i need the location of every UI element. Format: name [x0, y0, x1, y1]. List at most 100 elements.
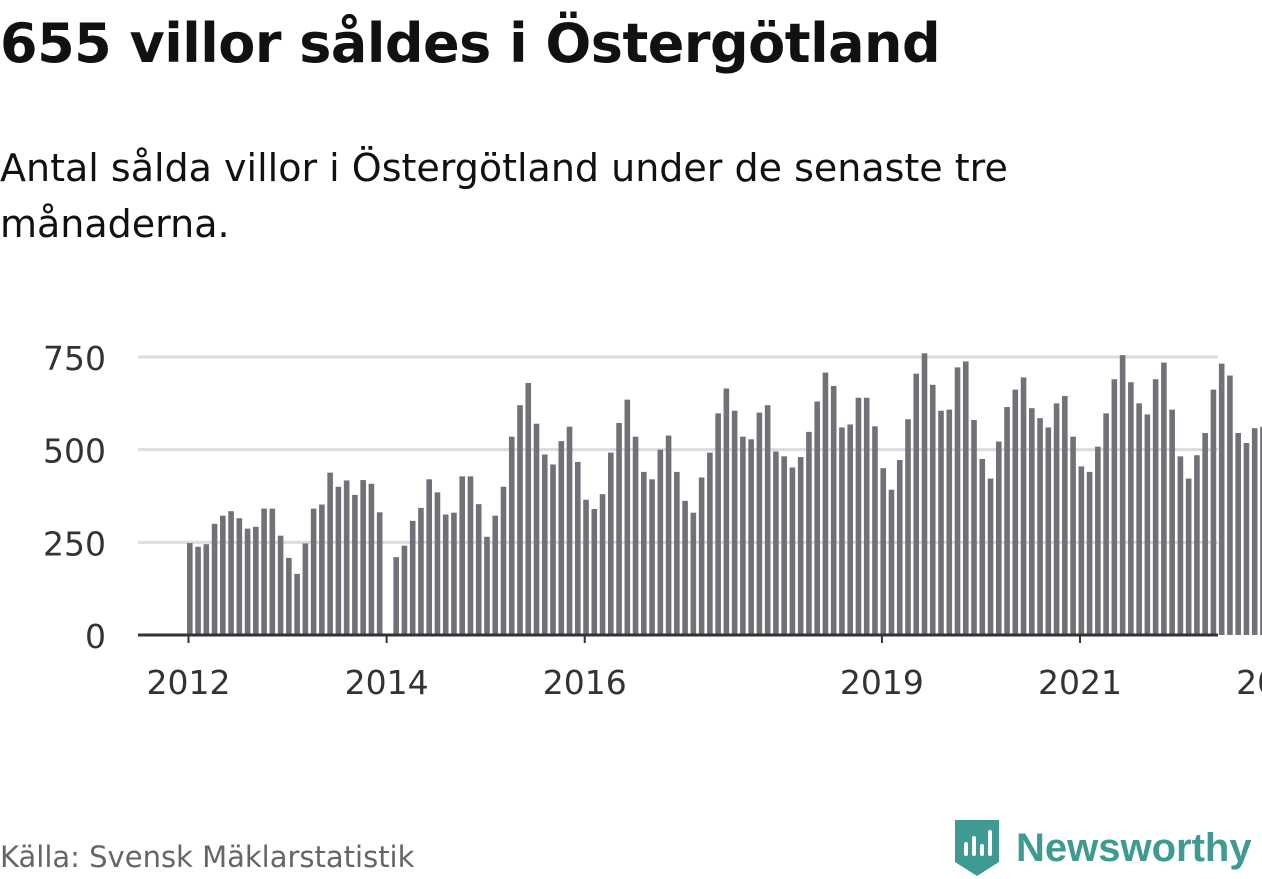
bar [847, 424, 853, 635]
bar [409, 520, 416, 635]
bar [682, 500, 688, 635]
bar [1235, 432, 1241, 635]
bar [442, 514, 449, 635]
bar [599, 494, 606, 635]
bar [938, 410, 944, 635]
bar [1169, 409, 1175, 635]
bar [220, 515, 226, 635]
bar [954, 367, 961, 635]
bar [574, 461, 581, 635]
bar [1078, 466, 1085, 635]
bar [1210, 389, 1217, 635]
bar [335, 486, 342, 635]
bar [888, 489, 895, 635]
bar [1020, 377, 1027, 635]
x-tick-label: 2012 [147, 663, 231, 702]
bar [211, 523, 218, 635]
bar [1037, 418, 1043, 635]
bar [467, 476, 474, 635]
bar [1103, 413, 1109, 635]
bar [624, 399, 631, 635]
bar [591, 508, 598, 635]
bar [1029, 408, 1035, 635]
axes [138, 633, 1218, 643]
bar [731, 410, 738, 635]
bar [261, 508, 267, 635]
bar [839, 427, 845, 635]
bar [376, 512, 383, 635]
bar [896, 460, 903, 635]
bar [797, 457, 804, 635]
labels: 0250500750201220142016201920212023655 [43, 339, 1262, 702]
bar [1111, 379, 1118, 635]
bar [1152, 379, 1159, 635]
bar [195, 546, 201, 635]
x-tick-label: 2014 [345, 663, 429, 702]
bar [492, 515, 499, 635]
bar [475, 504, 482, 635]
bar [360, 480, 366, 635]
bar [1144, 414, 1151, 635]
bar [294, 573, 300, 635]
bar [1227, 375, 1233, 635]
y-tick-label: 250 [43, 524, 106, 563]
bar [822, 372, 829, 635]
bar [1128, 382, 1134, 635]
bar [929, 384, 936, 635]
bar [748, 439, 754, 635]
chart-title: 655 villor såldes i Östergötland [0, 12, 941, 75]
bar [343, 480, 350, 635]
bar [269, 508, 276, 635]
bar [707, 452, 713, 635]
bar [1070, 436, 1076, 635]
x-tick-label: 2021 [1038, 663, 1122, 702]
bar [434, 492, 441, 635]
bars [187, 353, 1262, 635]
bar [277, 535, 284, 635]
bar [1260, 426, 1262, 635]
bar [500, 486, 507, 635]
bar [723, 388, 730, 635]
bar [830, 385, 837, 635]
bar [426, 479, 432, 635]
bar [1185, 478, 1192, 635]
bar [1045, 427, 1052, 635]
bar [715, 413, 721, 635]
bar [401, 545, 408, 635]
bar [773, 451, 779, 635]
bar [641, 471, 647, 635]
bar [541, 454, 548, 635]
bar [632, 436, 639, 635]
bar [236, 518, 243, 635]
bar [921, 353, 928, 635]
bar [1202, 432, 1208, 635]
bar [187, 543, 193, 635]
bar [657, 449, 664, 635]
bar [525, 382, 532, 635]
bar [995, 441, 1002, 635]
bar [913, 373, 920, 635]
bar [690, 512, 697, 635]
bar [806, 431, 812, 635]
bar [393, 557, 399, 635]
bar [1086, 471, 1093, 635]
bar [517, 405, 523, 635]
bar [1012, 389, 1019, 635]
bar [855, 397, 862, 635]
source-note: Källa: Svensk Mäklarstatistik [0, 840, 415, 874]
bar [1194, 455, 1200, 635]
bar [616, 422, 622, 635]
bar [418, 507, 424, 635]
bar [1161, 362, 1167, 635]
bar [286, 557, 292, 635]
bar [1062, 395, 1068, 635]
bar [764, 405, 771, 635]
bar [789, 467, 796, 635]
bar [368, 483, 375, 635]
bar [558, 441, 565, 635]
bar [946, 409, 953, 635]
brand-name: Newsworthy [1016, 825, 1252, 870]
bar [484, 536, 490, 635]
newsworthy-logo-icon [955, 820, 999, 876]
